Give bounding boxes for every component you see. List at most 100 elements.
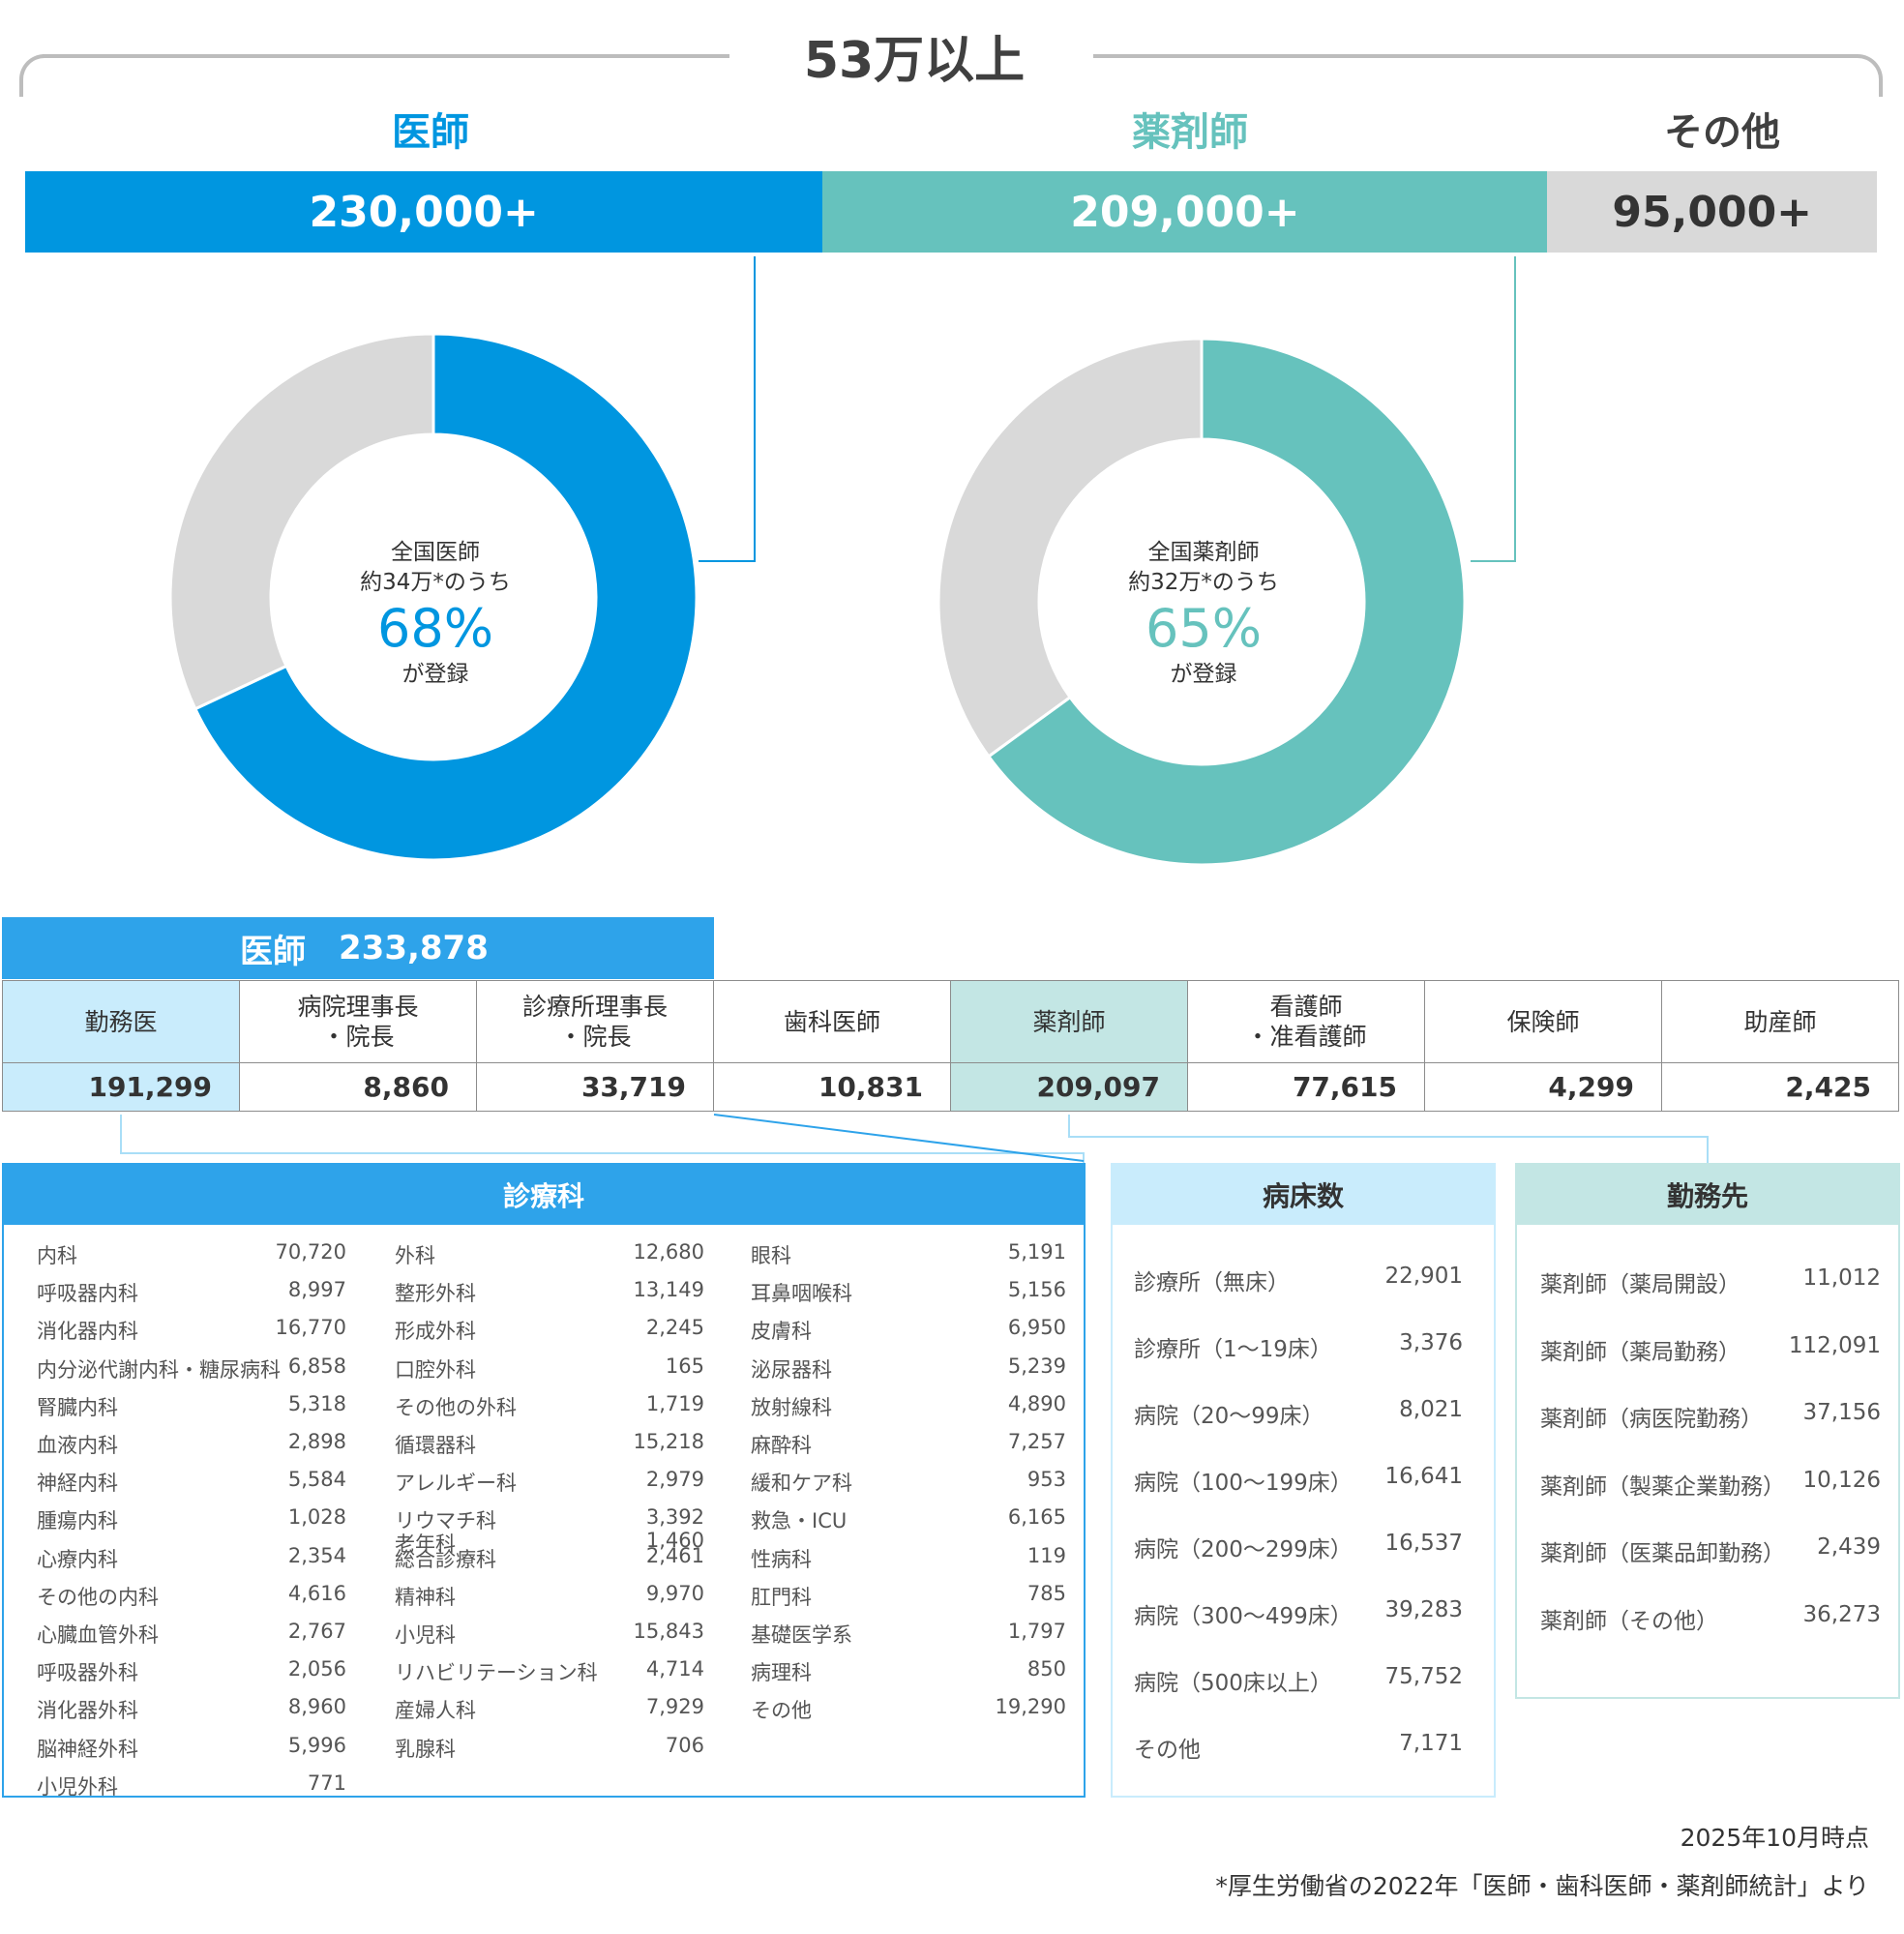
bar-segment-other: 95,000+	[1547, 171, 1877, 253]
stats-value-cell: 10,831	[713, 1062, 951, 1112]
list-item-value: 2,898	[287, 1430, 346, 1453]
list-item-value: 39,283	[1384, 1597, 1463, 1622]
bar-segment-pharmacist: 209,000+	[822, 171, 1548, 253]
category-label-doctor: 医師	[392, 110, 469, 155]
list-item-value: 850	[1026, 1657, 1066, 1681]
list-item-label: 消化器外科	[37, 1699, 138, 1723]
list-item-label: 総合診療科	[395, 1547, 496, 1571]
list-item: 病院（20～99床） 8,021	[1134, 1397, 1463, 1430]
list-item: 診療所（無床） 22,901	[1134, 1264, 1463, 1296]
donut-slice-registered	[986, 337, 1467, 867]
list-item-label: 薬剤師（病医院勤務）	[1540, 1407, 1763, 1432]
list-item-label: 救急・ICU	[751, 1509, 848, 1533]
workplaces-title: 勤務先	[1517, 1165, 1898, 1225]
donut-pharmacist-percent: 65%	[1145, 598, 1263, 659]
list-item-label: その他の外科	[395, 1395, 517, 1419]
donut-doctor-line4: が登録	[402, 662, 469, 687]
list-item-label: 薬剤師（薬局開設）	[1540, 1272, 1740, 1297]
list-item-value: 16,537	[1384, 1531, 1463, 1556]
list-item-label: 耳鼻咽喉科	[751, 1282, 852, 1306]
list-item-value: 37,156	[1802, 1400, 1881, 1425]
bracket-right-line	[1093, 54, 1858, 58]
list-item-label: 産婦人科	[395, 1699, 476, 1723]
connector-clinic-departments	[713, 1114, 1085, 1162]
list-item: 病院（200～299床） 16,537	[1134, 1531, 1463, 1563]
list-item: 外科 12,680	[395, 1240, 704, 1269]
list-item-value: 2,354	[287, 1543, 346, 1567]
stats-header-cell: 薬剤師	[950, 980, 1188, 1063]
connector-doctor	[699, 256, 756, 562]
donut-slice-registered	[193, 332, 699, 862]
list-item-label: 乳腺科	[395, 1737, 456, 1761]
list-item-value: 165	[665, 1354, 704, 1378]
list-item-label: その他の内科	[37, 1585, 159, 1609]
list-item: アレルギー科 2,979	[395, 1468, 704, 1497]
list-item: 口腔外科 165	[395, 1354, 704, 1384]
stats-value-cell: 77,615	[1187, 1062, 1425, 1112]
list-item-value: 785	[1026, 1581, 1066, 1605]
list-item-label: その他	[751, 1699, 812, 1723]
list-item-label: 外科	[395, 1244, 435, 1267]
list-item-value: 6,165	[1007, 1505, 1066, 1530]
connector-pharmacist	[1471, 256, 1516, 562]
list-item-value: 15,218	[633, 1430, 704, 1453]
stats-value-cell: 33,719	[476, 1062, 714, 1112]
list-item: 循環器科 15,218	[395, 1430, 704, 1459]
list-item-value: 9,970	[645, 1581, 704, 1605]
stats-header-cell: 助産師	[1661, 980, 1899, 1063]
total-title: 53万以上	[803, 32, 1026, 90]
donut-slice-rest	[937, 337, 1204, 759]
workplaces-panel: 勤務先 薬剤師（薬局開設） 11,012 薬剤師（薬局勤務） 112,091 薬剤師（病…	[1515, 1163, 1900, 1699]
departments-panel: 診療科 内科 70,720 呼吸器内科 8,997 消化器内科 16,770 内分泌代謝内科…	[2, 1163, 1086, 1799]
stats-table: 勤務医 病院理事長 ・院長 診療所理事長 ・院長 歯科医師 薬剤師 看護師 ・准看護師…	[2, 980, 1899, 1112]
list-item: 薬剤師（薬局開設） 11,012	[1540, 1265, 1881, 1298]
stats-header-cell: 歯科医師	[713, 980, 951, 1063]
list-item: 薬剤師（医薬品卸勤務） 2,439	[1540, 1534, 1881, 1567]
list-item: 乳腺科 706	[395, 1734, 704, 1763]
list-item-value: 2,461	[645, 1543, 704, 1567]
list-item-label: 呼吸器内科	[37, 1282, 138, 1306]
list-item-value: 771	[307, 1770, 346, 1795]
list-item-value: 1,460	[645, 1529, 704, 1553]
stats-value-row: 191,299 8,860 33,719 10,831 209,097 77,6…	[2, 1062, 1899, 1112]
table-connectors	[120, 1114, 1709, 1163]
list-item-value: 16,641	[1384, 1464, 1463, 1489]
donut-doctor-line1: 全国医師	[391, 540, 480, 565]
list-item: 薬剤師（薬局勤務） 112,091	[1540, 1333, 1881, 1366]
list-item-label: 性病科	[751, 1547, 812, 1571]
bar-value-doctor: 230,000+	[309, 187, 539, 237]
list-item: 血液内科 2,898	[37, 1430, 346, 1459]
stats-value-cell: 191,299	[2, 1062, 240, 1112]
list-item-label: リウマチ科	[395, 1509, 496, 1533]
list-item: 病院（500床以上） 75,752	[1134, 1664, 1463, 1697]
list-item: 腎臓内科 5,318	[37, 1392, 346, 1421]
list-item: 形成外科 2,245	[395, 1316, 704, 1345]
stats-header-cell: 勤務医	[2, 980, 240, 1063]
list-item-label: 病院（100～199床）	[1134, 1471, 1353, 1496]
list-item-label: 放射線科	[751, 1395, 832, 1419]
list-item-value: 5,584	[287, 1468, 346, 1492]
list-item-value: 6,950	[1007, 1316, 1066, 1340]
list-item-value: 5,156	[1007, 1278, 1066, 1302]
beds-title: 病床数	[1113, 1165, 1494, 1225]
list-item: 病理科 850	[751, 1657, 1066, 1686]
list-item-label: 精神科	[395, 1585, 456, 1609]
list-item-label: 口腔外科	[395, 1357, 476, 1382]
list-item: 整形外科 13,149	[395, 1278, 704, 1307]
list-item-value: 3,376	[1399, 1330, 1463, 1355]
list-item-value: 10,126	[1802, 1467, 1881, 1493]
list-item: 救急・ICU 6,165	[751, 1505, 1066, 1534]
doctors-total-header: 医師 233,878	[2, 917, 714, 979]
stats-value-cell: 209,097	[950, 1062, 1188, 1112]
donut-slice-rest	[168, 332, 435, 711]
list-item-value: 119	[1026, 1543, 1066, 1567]
list-item-value: 75,752	[1384, 1664, 1463, 1689]
list-item-label: アレルギー科	[395, 1472, 517, 1496]
list-item-value: 2,439	[1817, 1534, 1881, 1560]
list-item-label: 病理科	[751, 1661, 812, 1685]
list-item: 薬剤師（製薬企業勤務） 10,126	[1540, 1468, 1881, 1501]
footer-date: 2025年10月時点	[1680, 1824, 1869, 1852]
list-item: 内分泌代謝内科・糖尿病科 6,858	[37, 1354, 346, 1384]
stats-header-cell: 病院理事長 ・院長	[239, 980, 477, 1063]
list-item-label: 診療所（無床）	[1134, 1270, 1290, 1295]
